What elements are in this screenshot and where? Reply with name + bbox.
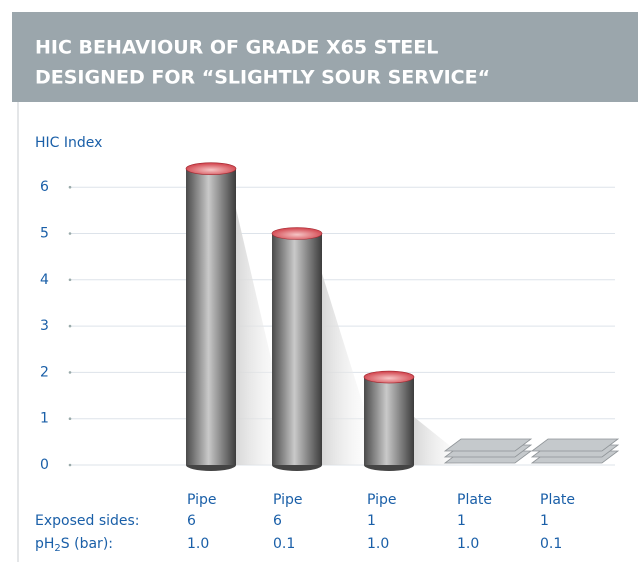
bar-top	[185, 162, 237, 175]
row-label-part: 2	[54, 543, 60, 554]
bar-top	[271, 227, 323, 240]
bar	[186, 168, 236, 465]
chart-title: HIC BEHAVIOUR OF GRADE X65 STEEL	[35, 37, 438, 59]
row-value: 0.1	[273, 536, 295, 552]
x-tick-label: Pipe	[187, 492, 217, 508]
tick-dot	[68, 371, 72, 374]
row-value: 1.0	[367, 536, 389, 552]
chart-title: DESIGNED FOR “SLIGHTLY SOUR SERVICE“	[35, 67, 490, 89]
bar-top	[363, 370, 415, 384]
row-value: 6	[273, 513, 282, 529]
y-tick-label: 1	[40, 411, 49, 427]
x-tick-label: Plate	[457, 492, 492, 508]
row-label: pH2S (bar):	[35, 536, 113, 554]
y-tick-label: 6	[40, 179, 49, 195]
row-label: Exposed sides:	[35, 513, 140, 529]
x-tick-label: Pipe	[273, 492, 303, 508]
row-value: 1	[540, 513, 549, 529]
x-tick-label: Plate	[540, 492, 575, 508]
plate	[443, 438, 533, 452]
bar	[272, 233, 322, 465]
y-tick-label: 3	[40, 318, 49, 334]
tick-dot	[68, 278, 72, 282]
y-tick-label: 2	[40, 364, 49, 380]
y-tick-label: 5	[40, 226, 49, 242]
row-value: 1	[457, 513, 466, 529]
y-tick-label: 0	[40, 457, 49, 473]
row-value: 1.0	[457, 536, 479, 552]
bar	[443, 438, 533, 464]
shadow	[236, 208, 296, 465]
y-axis-label: HIC Index	[35, 135, 102, 151]
tick-dot	[68, 463, 72, 467]
row-value: 1.0	[187, 536, 209, 552]
bar	[530, 438, 620, 464]
tick-dot	[68, 417, 72, 421]
bar	[364, 377, 414, 465]
row-value: 0.1	[540, 536, 562, 552]
header	[12, 12, 638, 102]
tick-dot	[68, 232, 72, 235]
row-label-part: pH	[35, 536, 54, 552]
row-value: 6	[187, 513, 196, 529]
row-label-part: S (bar):	[61, 536, 113, 552]
y-tick-label: 4	[40, 272, 49, 288]
tick-dot	[68, 324, 72, 328]
x-tick-label: Pipe	[367, 492, 397, 508]
tick-dot	[68, 185, 72, 189]
plate	[530, 438, 620, 452]
row-value: 1	[367, 513, 376, 529]
